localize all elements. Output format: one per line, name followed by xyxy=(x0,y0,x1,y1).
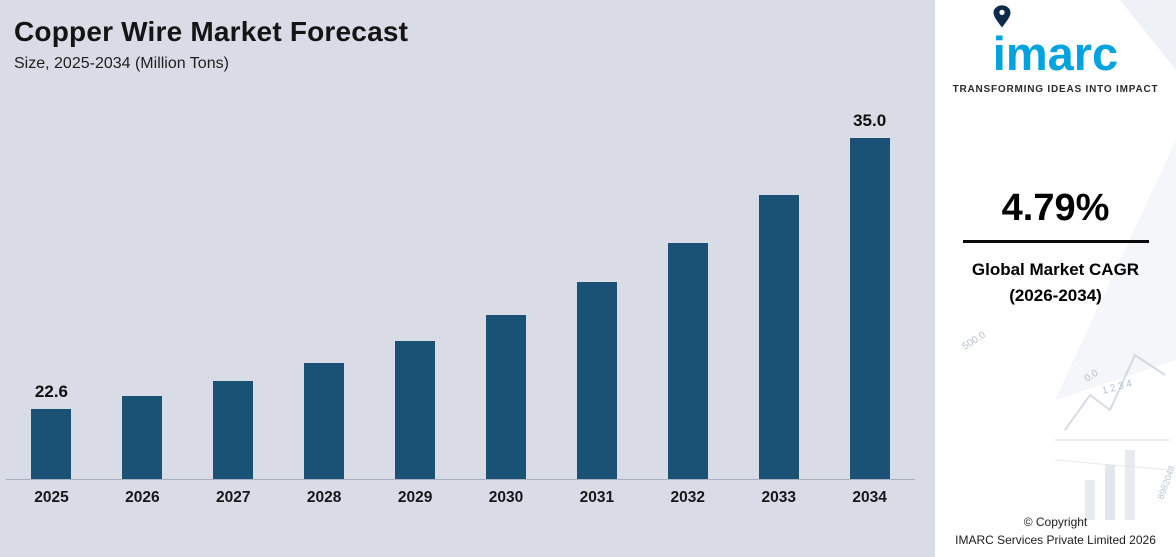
copyright-line2: IMARC Services Private Limited 2026 xyxy=(955,532,1156,547)
bar-plot: 22.6 35.0 xyxy=(6,103,915,480)
chart-subtitle: Size, 2025-2034 (Million Tons) xyxy=(14,55,229,72)
cagr-stat: 4.79% Global Market CAGR (2026-2034) xyxy=(935,187,1176,310)
bar-value-label: 35.0 xyxy=(853,111,887,130)
cagr-label-line1: Global Market CAGR xyxy=(971,260,1140,279)
bar-column xyxy=(97,103,188,479)
x-axis-label: 2033 xyxy=(761,489,796,506)
x-axis: 2025 2026 2027 2028 2029 2030 2031 2032 2033 2034 xyxy=(6,480,915,507)
bar-column xyxy=(461,103,552,479)
bar-column: 22.6 xyxy=(6,103,97,479)
logo-tagline: TRANSFORMING IDEAS INTO IMPACT xyxy=(952,84,1159,95)
x-axis-label: 2029 xyxy=(397,489,433,506)
bar xyxy=(667,243,708,479)
x-axis-label: 2027 xyxy=(216,489,251,506)
bar-column xyxy=(642,103,733,479)
x-axis-label: 2026 xyxy=(125,489,160,506)
x-axis-label: 2031 xyxy=(579,489,615,506)
bar xyxy=(304,363,345,479)
x-axis-label: 2025 xyxy=(34,489,69,506)
x-axis-label: 2030 xyxy=(488,489,524,506)
bar xyxy=(213,381,254,479)
bar-column xyxy=(370,103,461,479)
cagr-label-line2: (2026-2034) xyxy=(1009,286,1102,306)
copyright-line1: © Copyright xyxy=(1023,515,1088,530)
cagr-value: 4.79% xyxy=(1001,187,1110,229)
bar xyxy=(122,396,163,479)
bar-value-label: 22.6 xyxy=(34,382,68,401)
bar-column: 35.0 xyxy=(824,103,915,479)
chart-title: Copper Wire Market Forecast xyxy=(14,16,409,47)
bar-column xyxy=(188,103,279,479)
watermark-label: 500.0 xyxy=(961,329,988,352)
bar xyxy=(576,282,617,479)
chart-header: Copper Wire Market Forecast Size, 2025-2… xyxy=(0,0,935,73)
bar xyxy=(485,315,526,479)
watermark-label: 8982048 xyxy=(1155,464,1176,500)
x-axis-label: 2034 xyxy=(852,489,887,506)
x-axis-label: 2032 xyxy=(670,489,706,506)
copyright-notice: © Copyright IMARC Services Private Limit… xyxy=(935,514,1176,549)
sidebar: 500.0 0.0 1 2 3 4 8982048 imarc TRANSFOR… xyxy=(935,0,1176,557)
x-axis-label: 2028 xyxy=(306,489,342,506)
main-chart-area: Copper Wire Market Forecast Size, 2025-2… xyxy=(0,0,935,507)
bar xyxy=(758,195,799,479)
bar xyxy=(849,138,890,479)
watermark-label: 0.0 xyxy=(1083,367,1101,384)
watermark-label: 1 2 3 4 xyxy=(1101,378,1134,397)
logo-droplet-icon xyxy=(993,5,1011,28)
bar-column xyxy=(551,103,642,479)
bar-column xyxy=(279,103,370,479)
logo-text: imarc xyxy=(992,27,1119,80)
stat-divider xyxy=(962,240,1149,243)
bar-column xyxy=(733,103,824,479)
imarc-logo: imarc xyxy=(935,0,1176,77)
bar xyxy=(31,409,72,479)
bar xyxy=(395,341,436,479)
